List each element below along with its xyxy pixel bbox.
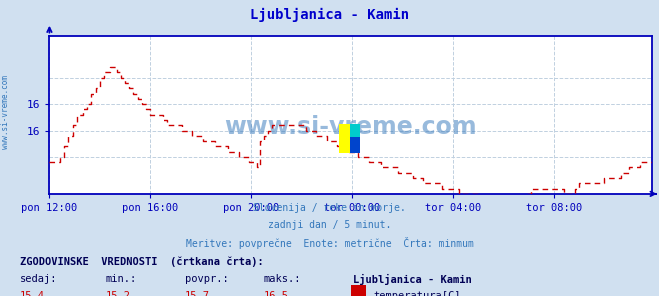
Text: temperatura[C]: temperatura[C] bbox=[374, 291, 461, 296]
Text: www.si-vreme.com: www.si-vreme.com bbox=[225, 115, 477, 139]
Bar bbox=[339, 124, 350, 153]
Text: sedaj:: sedaj: bbox=[20, 274, 57, 284]
Text: Slovenija / reke in morje.: Slovenija / reke in morje. bbox=[253, 203, 406, 213]
Text: min.:: min.: bbox=[105, 274, 136, 284]
Bar bbox=[350, 124, 360, 137]
Text: www.si-vreme.com: www.si-vreme.com bbox=[1, 75, 10, 149]
Text: povpr.:: povpr.: bbox=[185, 274, 228, 284]
Text: ZGODOVINSKE  VREDNOSTI  (črtkana črta):: ZGODOVINSKE VREDNOSTI (črtkana črta): bbox=[20, 256, 264, 266]
Text: maks.:: maks.: bbox=[264, 274, 301, 284]
Text: 16,5: 16,5 bbox=[264, 291, 289, 296]
Text: Ljubljanica - Kamin: Ljubljanica - Kamin bbox=[353, 274, 471, 285]
Text: Meritve: povprečne  Enote: metrične  Črta: minmum: Meritve: povprečne Enote: metrične Črta:… bbox=[186, 237, 473, 249]
Text: 15,4: 15,4 bbox=[20, 291, 45, 296]
Text: zadnji dan / 5 minut.: zadnji dan / 5 minut. bbox=[268, 220, 391, 230]
Text: 15,7: 15,7 bbox=[185, 291, 210, 296]
Text: Ljubljanica - Kamin: Ljubljanica - Kamin bbox=[250, 7, 409, 22]
Bar bbox=[350, 137, 360, 153]
Text: 15,2: 15,2 bbox=[105, 291, 130, 296]
